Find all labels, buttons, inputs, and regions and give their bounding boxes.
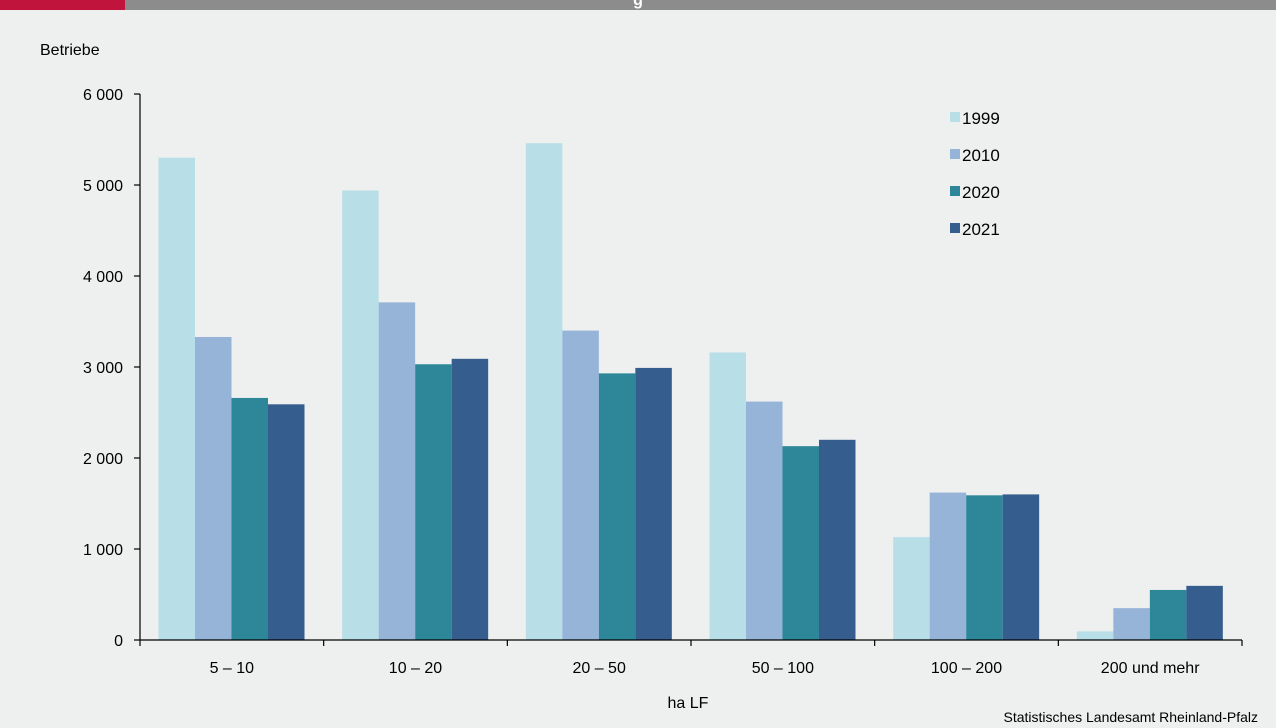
y-tick-label: 0 bbox=[114, 633, 123, 650]
legend-swatch-2020 bbox=[950, 186, 960, 196]
y-axis-label: Betriebe bbox=[40, 42, 100, 59]
bar-2020-4 bbox=[782, 446, 819, 640]
bar-2020-1 bbox=[231, 397, 268, 640]
source-note: Statistisches Landesamt Rheinland-Pfalz bbox=[1003, 709, 1258, 725]
y-tick-label: 2 000 bbox=[83, 451, 123, 468]
legend-swatch-1999 bbox=[950, 112, 960, 122]
legend-label-2020: 2020 bbox=[962, 183, 1000, 202]
x-tick-label: 5 – 10 bbox=[210, 660, 255, 677]
x-axis-label: ha LF bbox=[667, 695, 709, 712]
bar-2021-1 bbox=[268, 404, 305, 640]
legend-label-2021: 2021 bbox=[962, 220, 1000, 239]
y-tick-label: 5 000 bbox=[83, 178, 123, 195]
bar-1999-3 bbox=[525, 143, 563, 640]
bar-2021-4 bbox=[819, 439, 856, 640]
bar-2020-6 bbox=[1149, 589, 1187, 640]
bar-1999-4 bbox=[709, 352, 746, 640]
bar-2021-3 bbox=[635, 367, 672, 640]
bar-1999-2 bbox=[342, 190, 379, 640]
bar-2020-3 bbox=[598, 373, 636, 640]
bar-2021-5 bbox=[1002, 494, 1040, 640]
bar-1999-6 bbox=[1076, 631, 1114, 640]
x-tick-label: 50 – 100 bbox=[752, 660, 814, 677]
y-tick-label: 3 000 bbox=[83, 360, 123, 377]
bar-2010-4 bbox=[746, 401, 783, 640]
x-tick-label: 100 – 200 bbox=[931, 660, 1002, 677]
legend-swatch-2021 bbox=[950, 223, 960, 233]
bar-2020-2 bbox=[415, 364, 452, 640]
x-tick-label: 200 und mehr bbox=[1101, 660, 1200, 677]
x-tick-label: 20 – 50 bbox=[572, 660, 625, 677]
y-tick-label: 4 000 bbox=[83, 269, 123, 286]
bar-2010-6 bbox=[1113, 608, 1150, 640]
legend-label-2010: 2010 bbox=[962, 146, 1000, 165]
x-tick-label: 10 – 20 bbox=[389, 660, 442, 677]
legend-label-1999: 1999 bbox=[962, 109, 1000, 128]
bar-2020-5 bbox=[966, 495, 1003, 640]
bar-2010-5 bbox=[929, 492, 967, 640]
bar-1999-5 bbox=[893, 537, 930, 640]
header-bar: g bbox=[0, 0, 1276, 10]
bar-2010-1 bbox=[195, 336, 232, 640]
legend-swatch-2010 bbox=[950, 149, 960, 159]
bar-2021-6 bbox=[1186, 585, 1223, 640]
bar-2010-2 bbox=[378, 302, 416, 640]
chart-title: g bbox=[633, 0, 643, 9]
header-accent bbox=[0, 0, 125, 10]
bar-2021-2 bbox=[451, 358, 489, 640]
y-tick-label: 6 000 bbox=[83, 87, 123, 104]
bar-2010-3 bbox=[562, 330, 599, 640]
bar-1999-1 bbox=[158, 157, 195, 640]
y-tick-label: 1 000 bbox=[83, 542, 123, 559]
